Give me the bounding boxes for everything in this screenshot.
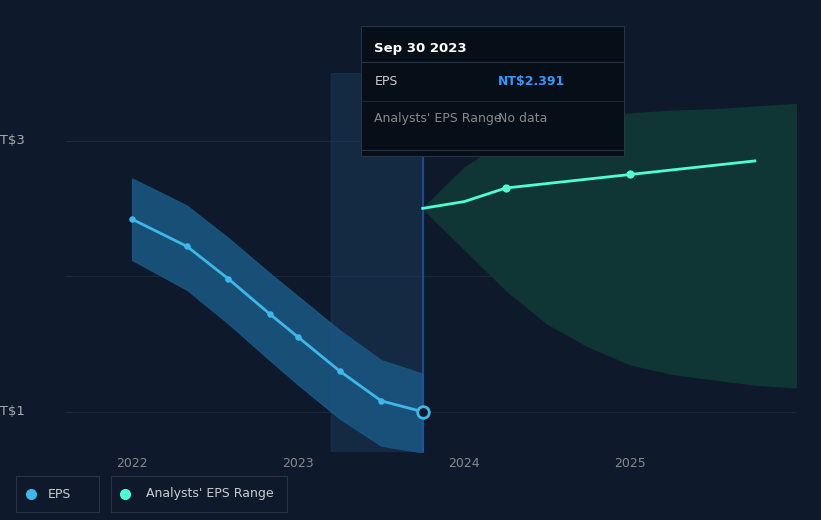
Point	[291, 333, 305, 341]
Point	[416, 408, 429, 416]
Text: NT$3: NT$3	[0, 134, 25, 147]
Point	[181, 242, 194, 251]
Text: Actual: Actual	[378, 86, 418, 99]
Text: Analysts Forecasts: Analysts Forecasts	[436, 86, 553, 99]
Point	[264, 310, 277, 318]
Text: Analysts' EPS Range: Analysts' EPS Range	[146, 488, 273, 500]
Text: EPS: EPS	[374, 75, 397, 88]
Text: No data: No data	[498, 112, 548, 125]
Text: EPS: EPS	[48, 488, 71, 500]
Point	[333, 367, 346, 375]
Point	[374, 397, 388, 405]
Text: NT$1: NT$1	[0, 405, 25, 418]
Text: NT$2.391: NT$2.391	[498, 75, 565, 88]
Point	[222, 275, 235, 283]
Bar	[332, 73, 423, 452]
Point	[624, 171, 637, 179]
Point	[499, 184, 512, 192]
Text: Analysts' EPS Range: Analysts' EPS Range	[374, 112, 502, 125]
Point	[416, 408, 429, 416]
Point	[126, 215, 139, 224]
Text: Sep 30 2023: Sep 30 2023	[374, 42, 467, 55]
